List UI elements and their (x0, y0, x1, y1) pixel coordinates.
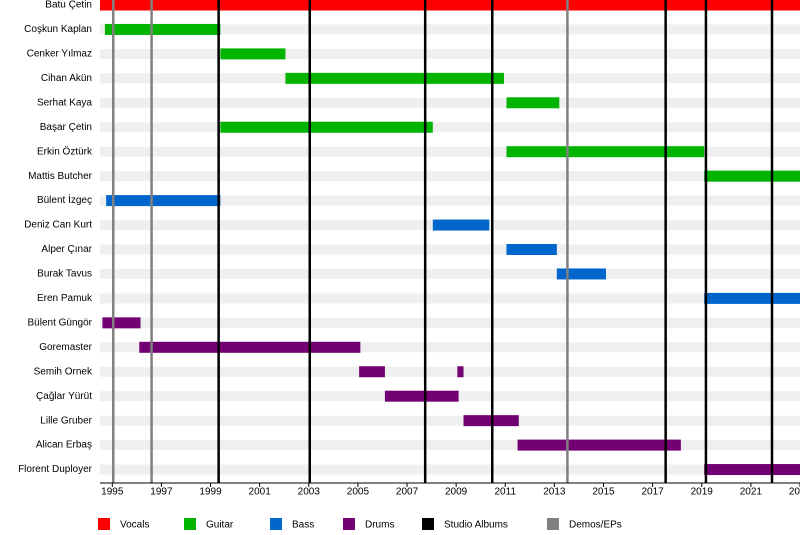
member-name: Serhat Kaya (37, 97, 92, 108)
x-tick-label: 2003 (298, 487, 321, 498)
member-bar (384, 390, 459, 402)
row-stripe (100, 244, 800, 255)
member-name: Eren Pamuk (37, 293, 93, 304)
member-name: Çağlar Yürüt (36, 391, 92, 402)
row-stripe (100, 464, 800, 475)
legend-label: Vocals (120, 520, 149, 531)
member-name: Cihan Akün (41, 73, 92, 84)
x-tick-label: 2017 (642, 487, 665, 498)
legend-swatch (98, 518, 110, 530)
member-name: Cenker Yılmaz (27, 49, 92, 60)
member-bar (285, 72, 505, 84)
x-tick-label: 2015 (592, 487, 615, 498)
member-name: Başar Çetin (40, 122, 92, 133)
legend-label: Demos/EPs (569, 520, 622, 531)
x-tick-label: 1999 (199, 487, 222, 498)
member-name: Batu Çetin (45, 0, 92, 11)
row-stripe (100, 24, 800, 35)
row-stripe (100, 146, 800, 157)
x-tick-label: 1995 (101, 487, 124, 498)
member-bar (704, 464, 800, 476)
member-bar (100, 0, 800, 11)
legend-swatch (184, 518, 196, 530)
row-stripe (100, 293, 800, 304)
legend-swatch (270, 518, 282, 530)
legend-label: Drums (365, 520, 394, 531)
member-bar (139, 341, 361, 353)
legend-label: Guitar (206, 520, 234, 531)
member-bar (517, 439, 681, 451)
x-tick-label: 2013 (543, 487, 566, 498)
member-name: Alican Erbaş (36, 440, 92, 451)
row-stripe (100, 268, 800, 279)
x-tick-label: 2011 (495, 487, 517, 498)
member-name: Burak Tavus (37, 269, 92, 280)
row-stripe (100, 97, 800, 108)
legend-label: Bass (292, 520, 314, 531)
legend-swatch (422, 518, 434, 530)
x-tick-label: 2009 (445, 487, 468, 498)
member-name: Deniz Can Kurt (24, 220, 92, 231)
x-tick-label: 1997 (150, 487, 173, 498)
member-name: Florent Duployer (18, 464, 93, 475)
member-name: Lille Gruber (40, 415, 92, 426)
x-tick-label: 2019 (691, 487, 714, 498)
member-bar (104, 23, 221, 35)
member-name: Mattis Butcher (28, 171, 93, 182)
x-tick-label: 2021 (740, 487, 763, 498)
row-stripe (100, 440, 800, 451)
member-name: Alper Çınar (41, 244, 92, 255)
row-stripe (100, 122, 800, 133)
member-bar (102, 317, 141, 329)
member-name: Erkin Öztürk (37, 145, 93, 157)
member-bar (432, 219, 490, 231)
row-stripe (100, 195, 800, 206)
legend-swatch (547, 518, 559, 530)
member-bar (106, 195, 221, 207)
member-bar (704, 292, 800, 304)
member-bar (506, 97, 560, 109)
row-stripe (100, 171, 800, 182)
member-bar (359, 366, 385, 378)
x-tick-label: 2001 (249, 487, 272, 498)
member-name: Bülent İzgeç (37, 193, 92, 206)
member-name: Goremaster (39, 342, 92, 353)
member-name: Bülent Güngör (28, 317, 93, 328)
member-bar (220, 48, 286, 60)
x-tick-label: 2005 (347, 487, 370, 498)
member-bar (220, 121, 433, 133)
member-bar (556, 268, 606, 280)
member-bar (704, 170, 800, 182)
row-stripe (100, 342, 800, 353)
legend-swatch (343, 518, 355, 530)
member-bar (506, 244, 557, 255)
member-name: Coşkun Kaplan (24, 24, 92, 35)
member-bar (457, 366, 464, 378)
row-stripe (100, 366, 800, 377)
x-tick-label: 2023 (789, 487, 800, 498)
row-stripe (100, 415, 800, 426)
member-bar (506, 146, 705, 158)
x-tick-label: 2007 (396, 487, 419, 498)
row-stripe (100, 317, 800, 328)
legend-label: Studio Albums (444, 520, 508, 531)
row-stripe (100, 48, 800, 59)
member-name: Semih Ornek (34, 366, 93, 377)
